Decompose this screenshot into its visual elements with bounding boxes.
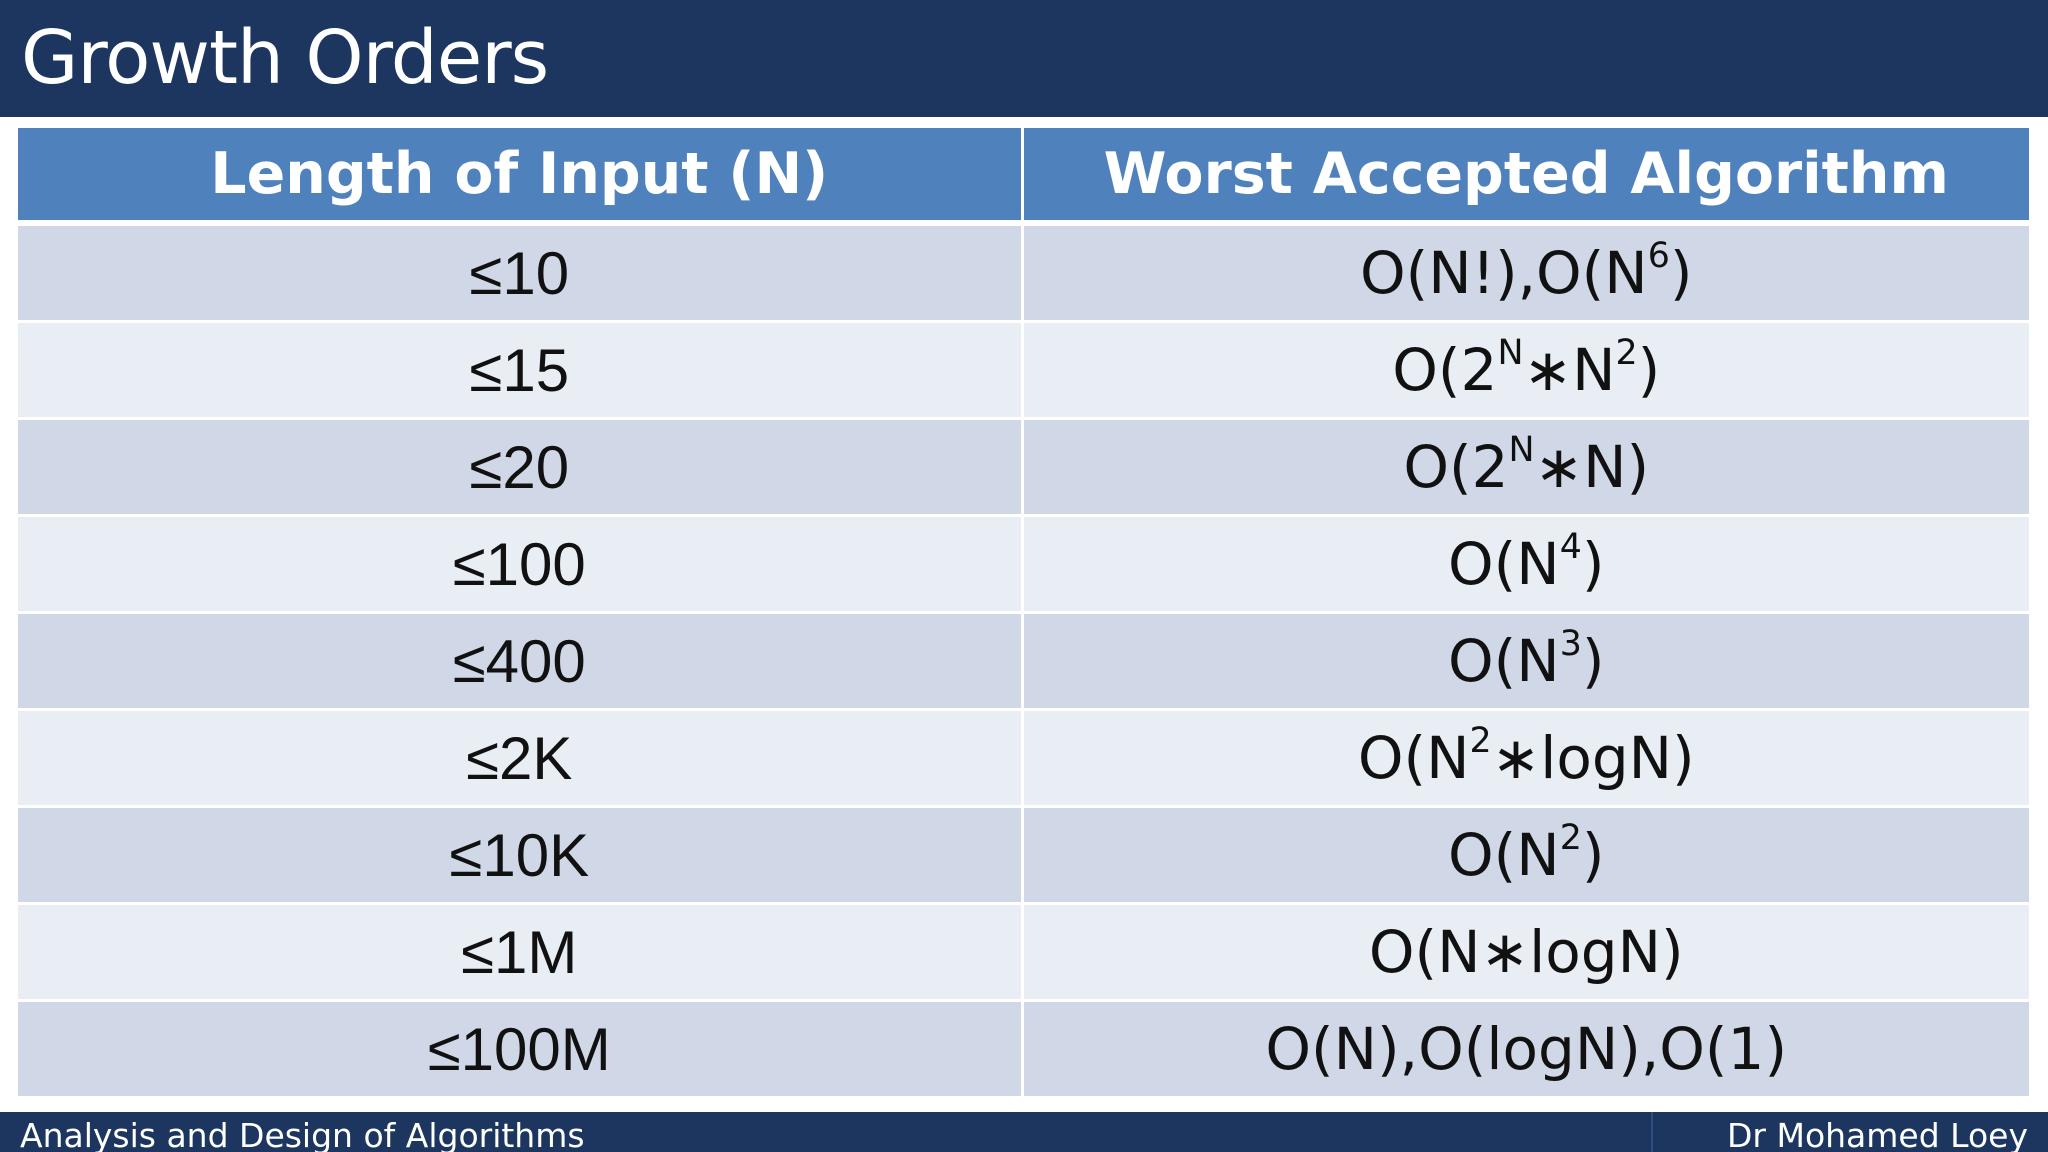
algorithm-cell: O(N!),O(N6) (1020, 221, 2029, 322)
algorithm-text: ∗N) (1534, 433, 1650, 501)
input-length-cell: ≤100M (18, 999, 1022, 1096)
algorithm-cell: O(N4) (1020, 514, 2029, 613)
algorithm-cell: O(N∗logN) (1020, 902, 2029, 1001)
table-row: ≤10K O(N2) (18, 805, 2029, 904)
table-body: ≤10 O(N!),O(N6) ≤15 O(2N∗N2) ≤20 O(2N∗N) ≤100 O… (18, 221, 2029, 1096)
algorithm-text: O(N (1448, 627, 1560, 695)
algorithm-text: O(N),O(logN),O(1) (1265, 1015, 1788, 1083)
input-length-cell: ≤2K (18, 708, 1022, 807)
table-row: ≤100M O(N),O(logN),O(1) (18, 999, 2029, 1096)
algorithm-cell: O(N),O(logN),O(1) (1020, 999, 2029, 1096)
algorithm-cell: O(2N∗N) (1020, 417, 2029, 516)
title-bar: Growth Orders (0, 0, 2048, 117)
footer-course-name: Analysis and Design of Algorithms (20, 1116, 585, 1152)
algorithm-text: O(N (1357, 724, 1470, 792)
footer-author: Dr Mohamed Loey (1727, 1116, 2028, 1152)
footer-bar: Analysis and Design of Algorithms Dr Moh… (0, 1112, 2048, 1152)
footer-divider (1651, 1112, 1653, 1152)
algorithm-text: O(N (1448, 530, 1560, 598)
growth-orders-table: Length of Input (N) Worst Accepted Algor… (18, 128, 2029, 1096)
input-length-cell: ≤400 (18, 611, 1022, 710)
algorithm-cell: O(N2∗logN) (1020, 708, 2029, 807)
table-row: ≤10 O(N!),O(N6) (18, 221, 2029, 322)
algorithm-text: ∗logN) (1491, 724, 1695, 792)
algorithm-text: O(N (1448, 821, 1560, 889)
input-length-cell: ≤10 (18, 221, 1022, 322)
exponent: 6 (1647, 235, 1670, 276)
table-row: ≤2K O(N2∗logN) (18, 708, 2029, 807)
algorithm-text: O(2 (1403, 433, 1509, 501)
exponent: 2 (1469, 720, 1492, 761)
table-row: ≤400 O(N3) (18, 611, 2029, 710)
table-row: ≤20 O(2N∗N) (18, 417, 2029, 516)
exponent: N (1508, 429, 1535, 470)
algorithm-cell: O(2N∗N2) (1020, 320, 2029, 419)
column-header-worst-algorithm: Worst Accepted Algorithm (1020, 128, 2029, 226)
input-length-cell: ≤20 (18, 417, 1022, 516)
algorithm-cell: O(N2) (1020, 805, 2029, 904)
algorithm-text: O(N!),O(N (1360, 239, 1648, 307)
exponent: 2 (1559, 817, 1582, 858)
input-length-cell: ≤10K (18, 805, 1022, 904)
column-header-input-length: Length of Input (N) (18, 128, 1022, 226)
algorithm-text: ) (1581, 530, 1605, 598)
algorithm-text: ) (1637, 336, 1661, 404)
input-length-cell: ≤1M (18, 902, 1022, 1001)
table-row: ≤100 O(N4) (18, 514, 2029, 613)
algorithm-cell: O(N3) (1020, 611, 2029, 710)
algorithm-text: ) (1669, 239, 1693, 307)
input-length-cell: ≤15 (18, 320, 1022, 419)
exponent: 4 (1559, 526, 1582, 567)
table-header-row: Length of Input (N) Worst Accepted Algor… (18, 128, 2029, 226)
algorithm-text: ) (1581, 821, 1605, 889)
table-row: ≤15 O(2N∗N2) (18, 320, 2029, 419)
algorithm-text: O(2 (1392, 336, 1498, 404)
exponent: 3 (1559, 623, 1582, 664)
algorithm-text: ∗N (1523, 336, 1616, 404)
exponent: 2 (1615, 332, 1638, 373)
table-row: ≤1M O(N∗logN) (18, 902, 2029, 1001)
slide-title: Growth Orders (21, 15, 549, 101)
input-length-cell: ≤100 (18, 514, 1022, 613)
algorithm-text: ) (1581, 627, 1605, 695)
exponent: N (1497, 332, 1524, 373)
algorithm-text: O(N∗logN) (1368, 918, 1684, 986)
